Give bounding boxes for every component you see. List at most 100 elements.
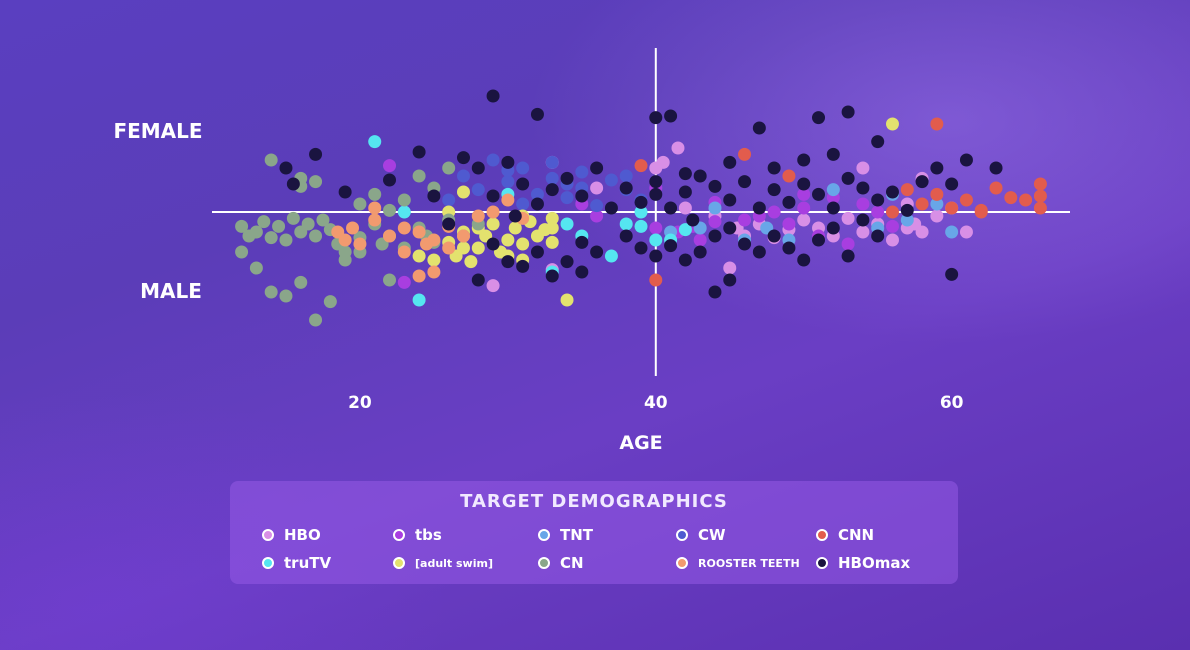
data-point	[900, 183, 914, 197]
data-point	[383, 159, 397, 173]
data-point	[516, 177, 530, 191]
data-point	[235, 219, 249, 233]
data-point	[301, 217, 315, 231]
data-point	[826, 221, 840, 235]
legend-swatch	[676, 529, 688, 541]
data-point	[442, 193, 456, 207]
data-point	[464, 255, 478, 269]
data-point	[841, 171, 855, 185]
data-point	[634, 159, 648, 173]
data-point	[501, 155, 515, 169]
legend-item: tbs	[393, 524, 442, 546]
data-point	[856, 197, 870, 211]
data-point	[575, 265, 589, 279]
legend-label: truTV	[284, 554, 332, 572]
data-point	[486, 189, 500, 203]
data-point	[767, 183, 781, 197]
data-point	[516, 237, 530, 251]
data-point	[530, 197, 544, 211]
data-point	[856, 213, 870, 227]
data-point	[316, 213, 330, 227]
data-point	[1033, 189, 1047, 203]
data-point	[456, 185, 470, 199]
data-point	[841, 249, 855, 263]
data-point	[738, 237, 752, 251]
data-point	[471, 183, 485, 197]
x-tick-label: 20	[348, 393, 372, 413]
x-tick-label: 60	[940, 393, 964, 413]
data-point	[309, 313, 323, 327]
data-point	[767, 229, 781, 243]
data-point	[294, 275, 308, 289]
data-point	[782, 241, 796, 255]
data-point	[723, 261, 737, 275]
data-point	[501, 193, 515, 207]
data-point	[590, 181, 604, 195]
data-point	[560, 191, 574, 205]
legend-item: CW	[676, 524, 726, 546]
data-point	[530, 245, 544, 259]
legend-label: CN	[560, 554, 584, 572]
data-point	[671, 141, 685, 155]
data-point	[471, 273, 485, 287]
legend-label: HBOmax	[838, 554, 911, 572]
data-point	[649, 273, 663, 287]
data-point	[590, 209, 604, 223]
data-point	[397, 275, 411, 289]
legend-item: truTV	[262, 552, 331, 574]
data-point	[900, 213, 914, 227]
data-point	[412, 145, 426, 159]
data-point	[508, 209, 522, 223]
data-point	[826, 183, 840, 197]
data-point	[885, 233, 899, 247]
data-point	[782, 195, 796, 209]
data-point	[257, 215, 271, 229]
data-point	[235, 245, 249, 259]
data-point	[501, 175, 515, 189]
data-point	[797, 253, 811, 267]
data-point	[708, 285, 722, 299]
data-point	[634, 195, 648, 209]
data-point	[634, 219, 648, 233]
data-point	[945, 201, 959, 215]
legend-swatch	[538, 529, 550, 541]
data-point	[664, 201, 678, 215]
data-point	[708, 229, 722, 243]
data-point	[286, 177, 300, 191]
data-point	[945, 267, 959, 281]
data-point	[693, 169, 707, 183]
legend-swatch	[676, 557, 688, 569]
data-point	[856, 161, 870, 175]
legend-swatch	[538, 557, 550, 569]
data-point	[309, 175, 323, 189]
data-point	[456, 151, 470, 165]
data-point	[471, 241, 485, 255]
data-point	[501, 255, 515, 269]
x-tick-label: 40	[644, 393, 668, 413]
data-point	[738, 175, 752, 189]
data-point	[649, 111, 663, 125]
data-point	[604, 173, 618, 187]
data-point	[545, 155, 559, 169]
data-point	[545, 221, 559, 235]
data-point	[812, 111, 826, 125]
data-point	[708, 179, 722, 193]
legend-item: [adult swim]	[393, 552, 493, 574]
data-point	[767, 161, 781, 175]
data-point	[397, 245, 411, 259]
data-point	[989, 161, 1003, 175]
data-point	[826, 201, 840, 215]
data-point	[427, 253, 441, 267]
data-point	[619, 169, 633, 183]
data-point	[456, 229, 470, 243]
data-point	[619, 217, 633, 231]
data-point	[649, 221, 663, 235]
data-point	[723, 221, 737, 235]
legend-item: TNT	[538, 524, 593, 546]
data-point	[959, 193, 973, 207]
data-point	[678, 223, 692, 237]
data-point	[486, 279, 500, 293]
data-point	[723, 193, 737, 207]
data-point	[545, 171, 559, 185]
data-point	[486, 89, 500, 103]
